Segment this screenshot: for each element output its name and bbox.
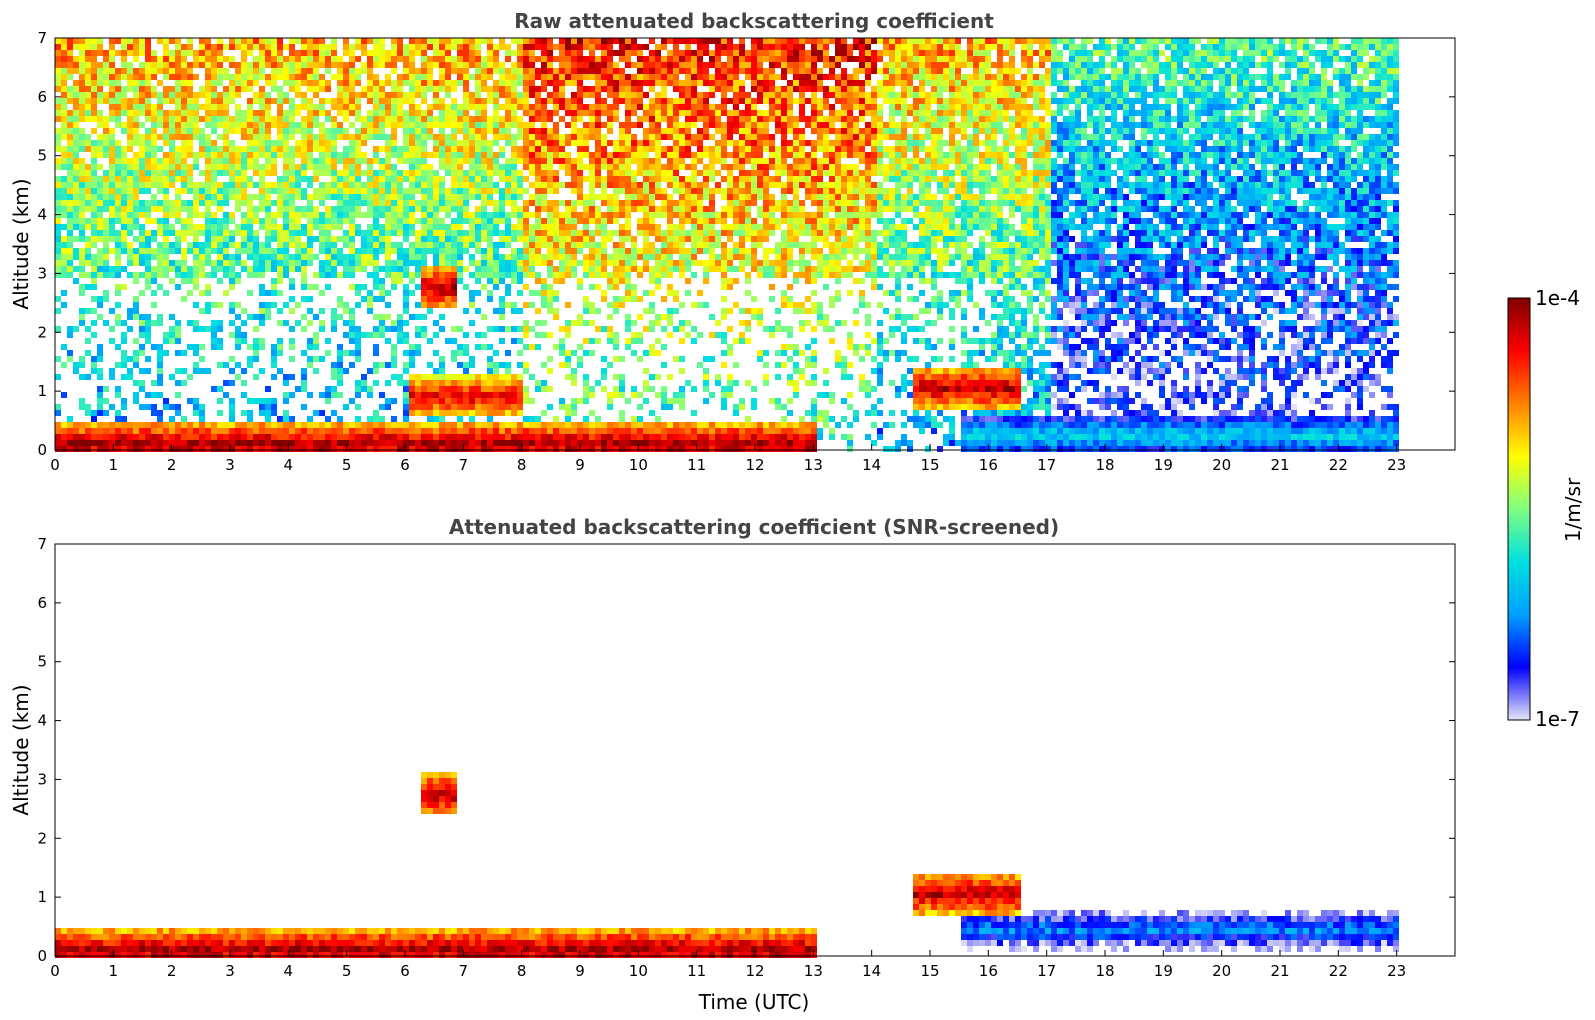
- top-x-tick-label: 11: [687, 456, 706, 474]
- bottom-x-tick-label: 21: [1270, 962, 1289, 980]
- top-y-tick-label: 7: [37, 29, 47, 47]
- bottom-x-tick-label: 12: [745, 962, 764, 980]
- top-x-tick-label: 1: [109, 456, 119, 474]
- colorbar-max-label: 1e-4: [1535, 286, 1580, 310]
- bottom-x-tick-label: 15: [920, 962, 939, 980]
- top-x-tick-label: 2: [167, 456, 177, 474]
- bottom-y-tick-label: 0: [37, 947, 47, 965]
- top-x-tick-label: 9: [575, 456, 585, 474]
- bottom-x-axis: 0 1 2 3 4 5 6 7 8 9 10 11 12 13 14 15 16 17 18 19 20 21 22 23: [50, 950, 1406, 980]
- top-y-tick-label: 4: [37, 206, 47, 224]
- bottom-x-tick-label: 22: [1329, 962, 1348, 980]
- top-heatmap: [55, 38, 1399, 452]
- bottom-x-tick-label: 14: [862, 962, 881, 980]
- top-x-tick-label: 19: [1154, 456, 1173, 474]
- top-y-tick-label: 1: [37, 382, 47, 400]
- top-y-tick-label: 6: [37, 88, 47, 106]
- top-y-tick-label: 0: [37, 441, 47, 459]
- top-x-tick-label: 16: [979, 456, 998, 474]
- top-panel-title: Raw attenuated backscattering coefficien…: [514, 9, 994, 33]
- top-panel: Raw attenuated backscattering coefficien…: [9, 9, 1456, 474]
- bottom-y-tick-label: 7: [37, 535, 47, 553]
- bottom-y-tick-label: 5: [37, 653, 47, 671]
- top-x-tick-label: 14: [862, 456, 881, 474]
- bottom-y-tick-label: 2: [37, 829, 47, 847]
- bottom-x-tick-label: 9: [575, 962, 585, 980]
- bottom-x-tick-label: 23: [1387, 962, 1406, 980]
- bottom-y-axis: 0 1 2 3 4 5 6 7: [37, 535, 1455, 965]
- bottom-x-tick-label: 17: [1037, 962, 1056, 980]
- top-x-tick-label: 5: [342, 456, 352, 474]
- bottom-y-tick-label: 4: [37, 712, 47, 730]
- bottom-x-tick-label: 7: [459, 962, 469, 980]
- x-axis-label: Time (UTC): [698, 990, 810, 1014]
- bottom-x-tick-label: 16: [979, 962, 998, 980]
- colorbar-min-label: 1e-7: [1535, 707, 1580, 731]
- bottom-x-tick-label: 20: [1212, 962, 1231, 980]
- top-x-tick-label: 15: [920, 456, 939, 474]
- bottom-panel-title: Attenuated backscattering coefficient (S…: [449, 515, 1059, 539]
- bottom-x-tick-label: 2: [167, 962, 177, 980]
- top-x-tick-label: 6: [400, 456, 410, 474]
- top-x-tick-label: 22: [1329, 456, 1348, 474]
- top-y-axis: 0 1 2 3 4 5 6 7: [37, 29, 1455, 459]
- bottom-panel-background: [55, 544, 1455, 956]
- top-x-axis: 0 1 2 3 4 5 6 7 8 9 10 11 12 13 14 15 16 17 18 19 20 21 22 23: [50, 444, 1406, 474]
- top-x-tick-label: 7: [459, 456, 469, 474]
- bottom-x-tick-label: 10: [629, 962, 648, 980]
- bottom-x-tick-label: 4: [284, 962, 294, 980]
- colorbar: 1e-4 1e-7 1/m/sr: [1507, 286, 1585, 731]
- bottom-x-tick-label: 3: [225, 962, 235, 980]
- bottom-x-tick-label: 8: [517, 962, 527, 980]
- bottom-y-tick-label: 1: [37, 888, 47, 906]
- top-y-tick-label: 2: [37, 323, 47, 341]
- colorbar-unit-label: 1/m/sr: [1561, 477, 1585, 542]
- top-x-tick-label: 8: [517, 456, 527, 474]
- top-x-tick-label: 23: [1387, 456, 1406, 474]
- bottom-y-tick-label: 6: [37, 594, 47, 612]
- bottom-x-tick-label: 13: [804, 962, 823, 980]
- top-x-tick-label: 3: [225, 456, 235, 474]
- bottom-x-tick-label: 18: [1095, 962, 1114, 980]
- top-x-tick-label: 21: [1270, 456, 1289, 474]
- top-x-tick-label: 20: [1212, 456, 1231, 474]
- bottom-x-tick-label: 19: [1154, 962, 1173, 980]
- bottom-x-tick-label: 6: [400, 962, 410, 980]
- top-x-tick-label: 10: [629, 456, 648, 474]
- top-x-tick-label: 0: [50, 456, 60, 474]
- bottom-x-tick-label: 5: [342, 962, 352, 980]
- bottom-y-axis-label: Altitude (km): [9, 684, 33, 815]
- top-x-tick-label: 17: [1037, 456, 1056, 474]
- bottom-panel: Attenuated backscattering coefficient (S…: [9, 515, 1456, 1014]
- top-x-tick-label: 12: [745, 456, 764, 474]
- bottom-x-tick-label: 0: [50, 962, 60, 980]
- top-y-axis-label: Altitude (km): [9, 178, 33, 309]
- bottom-y-tick-label: 3: [37, 770, 47, 788]
- bottom-x-tick-label: 11: [687, 962, 706, 980]
- bottom-heatmap: [55, 772, 1399, 958]
- top-x-tick-label: 4: [284, 456, 294, 474]
- top-x-tick-label: 13: [804, 456, 823, 474]
- colorbar-gradient: [1507, 297, 1531, 721]
- top-y-tick-label: 5: [37, 147, 47, 165]
- top-x-tick-label: 18: [1095, 456, 1114, 474]
- bottom-x-tick-label: 1: [109, 962, 119, 980]
- top-y-tick-label: 3: [37, 264, 47, 282]
